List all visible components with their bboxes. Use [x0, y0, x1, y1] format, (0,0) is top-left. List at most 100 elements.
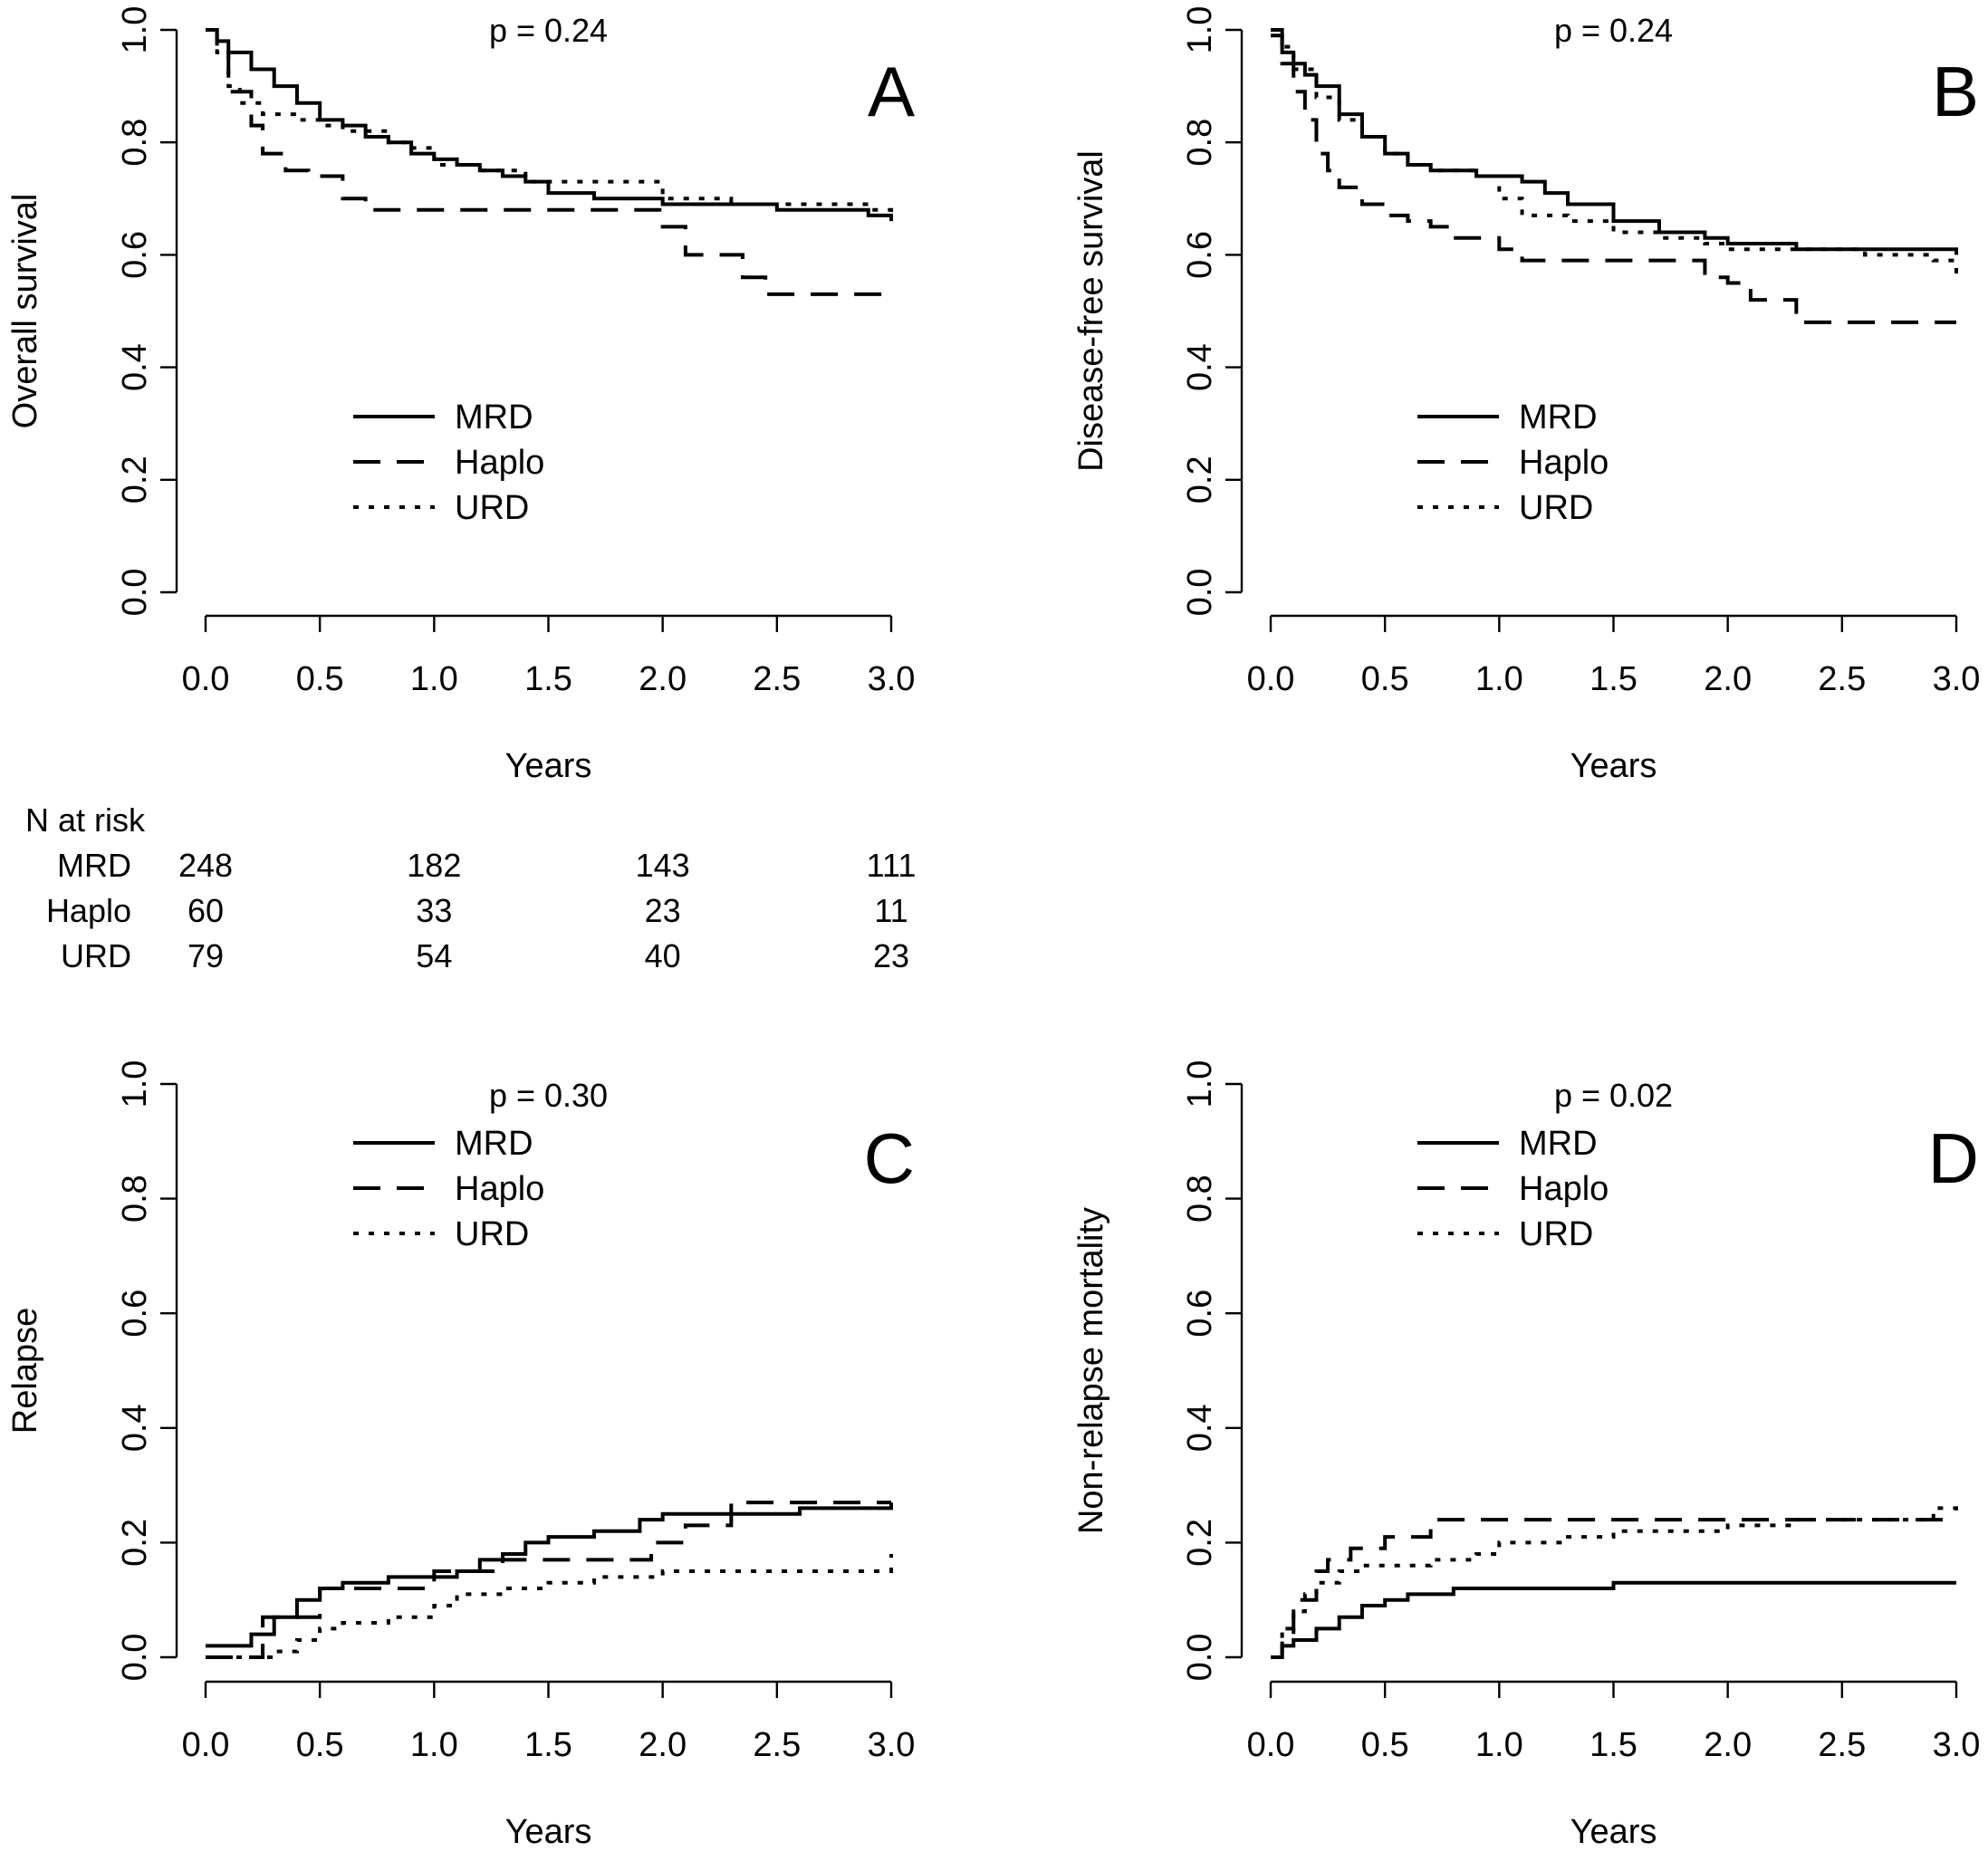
y-tick-label: 0.8 — [1181, 1175, 1219, 1223]
series-haplo — [206, 28, 891, 296]
risk-table: N at risk MRD 248 182 143 111 Haplo 60 33 23 11 URD… — [25, 801, 916, 974]
series-mrd — [206, 1502, 893, 1648]
panel-b: 0.0 0.2 0.4 0.6 0.8 1.0 0.0 0.5 1.0 1.5 2.0 2.5 3.0 Y… — [1072, 6, 1980, 785]
y-tick-label: 0.0 — [1181, 569, 1219, 617]
x-tick-label: 2.5 — [753, 1726, 801, 1764]
legend-label-haplo: Haplo — [1519, 444, 1609, 482]
y-axis-title: Overall survival — [6, 194, 44, 429]
x-tick-label: 1.5 — [1589, 1726, 1637, 1764]
y-tick-label: 0.4 — [1181, 343, 1219, 391]
x-tick-label: 0.0 — [1247, 660, 1295, 698]
legend-label-haplo: Haplo — [455, 1170, 544, 1208]
panel-c: 0.0 0.2 0.4 0.6 0.8 1.0 0.0 0.5 1.0 1.5 2.0 2.5 3.0 Y… — [6, 1060, 915, 1851]
x-tick-label: 2.0 — [639, 1726, 687, 1764]
y-tick-label: 0.4 — [1181, 1404, 1219, 1452]
x-tick-label: 0.0 — [182, 1726, 230, 1764]
p-value: p = 0.30 — [489, 1077, 608, 1114]
y-tick-label: 0.4 — [116, 1404, 154, 1452]
legend-label-mrd: MRD — [455, 398, 533, 436]
risk-cell: 182 — [407, 847, 461, 884]
risk-cell: 60 — [187, 892, 224, 929]
legend-label-urd: URD — [455, 1215, 529, 1253]
x-tick-label: 0.5 — [296, 660, 344, 698]
x-tick-label: 2.0 — [1704, 1726, 1752, 1764]
x-axis-title: Years — [505, 747, 592, 785]
series-urd — [1271, 28, 1958, 283]
y-tick-label: 1.0 — [1181, 1060, 1219, 1108]
panel-letter: D — [1928, 1118, 1979, 1198]
y-tick-label: 0.2 — [116, 1519, 154, 1567]
x-tick-label: 1.0 — [1475, 660, 1523, 698]
y-tick-label: 0.6 — [1181, 1290, 1219, 1338]
series-urd — [206, 1554, 893, 1659]
risk-cell: 248 — [178, 847, 233, 884]
y-tick-label: 0.2 — [1181, 456, 1219, 504]
risk-row-label: MRD — [57, 847, 131, 884]
y-tick-label: 0.8 — [1181, 119, 1219, 167]
x-tick-label: 3.0 — [1933, 1726, 1981, 1764]
y-tick-label: 0.0 — [1181, 1634, 1219, 1682]
legend-label-mrd: MRD — [1519, 398, 1598, 436]
y-tick-label: 0.6 — [1181, 231, 1219, 279]
y-tick-label: 0.4 — [116, 343, 154, 391]
y-tick-label: 0.0 — [116, 569, 154, 617]
x-axis-title: Years — [1570, 747, 1657, 785]
x-tick-label: 2.5 — [1818, 660, 1866, 698]
y-tick-label: 0.0 — [116, 1634, 154, 1682]
y-tick-label: 1.0 — [1181, 6, 1219, 54]
risk-row-label: Haplo — [46, 892, 131, 929]
legend-label-urd: URD — [1519, 1215, 1593, 1253]
x-tick-label: 0.0 — [182, 660, 230, 698]
series-haplo — [206, 1501, 891, 1659]
x-tick-label: 2.5 — [1818, 1726, 1866, 1764]
legend-label-haplo: Haplo — [1519, 1170, 1609, 1208]
panel-letter: B — [1932, 52, 1979, 131]
x-tick-label: 2.5 — [753, 660, 801, 698]
risk-cell: 33 — [416, 892, 452, 929]
y-tick-label: 0.8 — [116, 1175, 154, 1223]
x-tick-label: 3.0 — [1933, 660, 1981, 698]
x-axis-title: Years — [1570, 1813, 1657, 1851]
x-tick-label: 3.0 — [868, 1726, 916, 1764]
y-axis-title: Disease-free survival — [1072, 150, 1110, 472]
panel-letter: A — [868, 52, 915, 131]
risk-cell: 11 — [874, 892, 908, 929]
y-tick-label: 0.2 — [116, 456, 154, 504]
risk-cell: 23 — [645, 892, 681, 929]
series-mrd — [1271, 1580, 1956, 1659]
p-value: p = 0.24 — [1554, 12, 1673, 49]
p-value: p = 0.24 — [489, 12, 608, 49]
y-axis-title: Non-relapse mortality — [1072, 1207, 1110, 1534]
x-tick-label: 1.0 — [1475, 1726, 1523, 1764]
x-tick-label: 1.5 — [524, 1726, 572, 1764]
risk-cell: 23 — [873, 937, 909, 974]
panel-letter: C — [864, 1118, 915, 1198]
risk-cell: 111 — [867, 847, 917, 884]
series-mrd — [1271, 34, 1958, 255]
x-tick-label: 1.5 — [524, 660, 572, 698]
legend-label-urd: URD — [1519, 489, 1593, 527]
p-value: p = 0.02 — [1554, 1077, 1673, 1114]
x-tick-label: 1.5 — [1589, 660, 1637, 698]
x-tick-label: 0.0 — [1247, 1726, 1295, 1764]
risk-cell: 40 — [645, 937, 681, 974]
x-tick-label: 0.5 — [296, 1726, 344, 1764]
x-tick-label: 2.0 — [1704, 660, 1752, 698]
series-mrd — [206, 28, 893, 222]
risk-row-label: URD — [61, 937, 131, 974]
risk-cell: 79 — [187, 937, 224, 974]
x-tick-label: 2.0 — [639, 660, 687, 698]
series-urd — [206, 28, 893, 222]
x-axis-title: Years — [505, 1813, 592, 1851]
y-tick-label: 1.0 — [116, 1060, 154, 1108]
y-axis-title: Relapse — [6, 1308, 44, 1434]
legend-label-haplo: Haplo — [455, 444, 544, 482]
x-tick-label: 3.0 — [868, 660, 916, 698]
y-tick-label: 0.2 — [1181, 1519, 1219, 1567]
legend-label-mrd: MRD — [1519, 1125, 1598, 1163]
series-haplo — [1271, 28, 1956, 324]
legend-label-mrd: MRD — [455, 1125, 533, 1163]
x-tick-label: 1.0 — [410, 660, 458, 698]
risk-cell: 143 — [636, 847, 690, 884]
